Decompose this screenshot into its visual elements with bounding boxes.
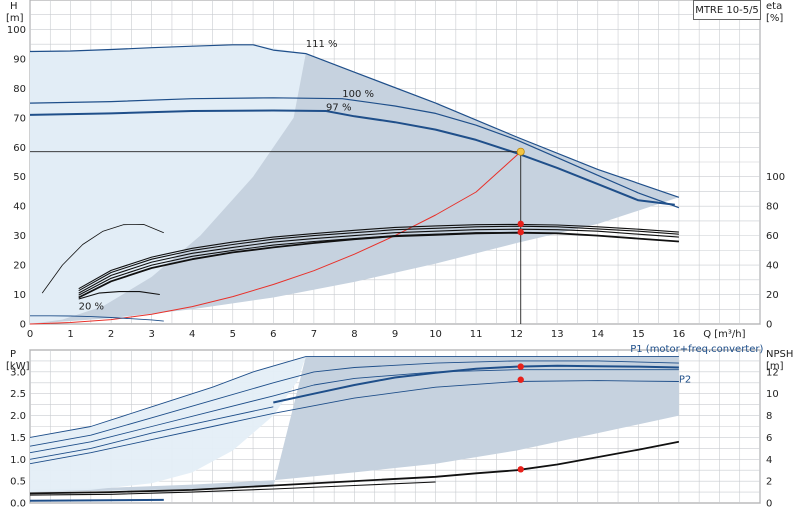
- x-tick-label: 16: [673, 329, 686, 340]
- y-tick-label-left: 2.5: [10, 389, 26, 400]
- y-tick-label-left: 0.0: [10, 499, 26, 510]
- series-label: P1 (motor+freq.converter): [630, 344, 763, 355]
- y-axis-label-left: H: [10, 1, 18, 12]
- series-line: [29, 44, 680, 198]
- y-tick-label-left: 10: [13, 290, 26, 301]
- y-tick-label-right: 6: [766, 433, 772, 444]
- y-axis-label-left: P: [10, 349, 16, 360]
- x-tick-label: 1: [67, 329, 73, 340]
- x-tick-label: 14: [591, 329, 604, 340]
- y-tick-label-right: 12: [766, 367, 779, 378]
- y-tick-label-left: 60: [13, 143, 26, 154]
- series-line: [273, 364, 679, 404]
- y-axis-label-right: NPSH: [766, 349, 793, 360]
- y-tick-label-left: 40: [13, 202, 26, 213]
- speed-label: 97 %: [326, 102, 351, 113]
- x-tick-label: 9: [392, 329, 398, 340]
- y-tick-label-right: 0: [766, 320, 772, 331]
- y-tick-label-left: 1.0: [10, 455, 26, 466]
- series-line: [29, 97, 680, 209]
- series-line: [78, 291, 160, 300]
- y-tick-label-left: 20: [13, 261, 26, 272]
- y-tick-label-right: 8: [766, 411, 772, 422]
- y-tick-label-left: 0.5: [10, 477, 26, 488]
- operating-point-marker: [517, 228, 524, 236]
- series-line: [78, 225, 679, 292]
- y-tick-label-left: 100: [7, 25, 26, 36]
- operating-point-marker: [517, 376, 524, 383]
- series-line: [29, 109, 675, 206]
- speed-label: 111 %: [306, 39, 338, 50]
- x-tick-label: 5: [230, 329, 236, 340]
- y-tick-label-left: 70: [13, 113, 26, 124]
- operating-point-marker: [517, 220, 524, 228]
- series-line: [78, 223, 679, 290]
- y-tick-label-right: 2: [766, 477, 772, 488]
- x-tick-label: 7: [311, 329, 317, 340]
- speed-label: 100 %: [342, 89, 374, 100]
- x-axis-label: Q [m³/h]: [703, 329, 745, 340]
- series-line: [29, 406, 274, 460]
- y-tick-label-right: 60: [766, 231, 779, 242]
- series-line: [29, 151, 522, 325]
- series-line: [29, 498, 164, 502]
- series-line: [30, 315, 164, 322]
- series-label: P2: [679, 375, 691, 386]
- x-tick-label: 12: [510, 329, 523, 340]
- x-tick-label: 3: [148, 329, 154, 340]
- x-tick-label: 11: [470, 329, 483, 340]
- y-tick-label-right: 10: [766, 389, 779, 400]
- y-tick-label-left: 1.5: [10, 433, 26, 444]
- series-line: [78, 228, 679, 294]
- y-axis-unit-left: [kW]: [6, 361, 30, 372]
- x-tick-label: 2: [108, 329, 114, 340]
- power-envelope-area: [30, 356, 679, 493]
- series-line: [29, 369, 679, 454]
- model-label: MTRE 10-5/5: [693, 0, 761, 20]
- series-line: [41, 224, 164, 294]
- y-tick-label-left: 0: [20, 320, 26, 331]
- x-tick-label: 13: [551, 329, 564, 340]
- y-axis-unit-right: [m]: [766, 361, 784, 372]
- y-tick-label-left: 30: [13, 231, 26, 242]
- series-line: [78, 231, 679, 299]
- y-tick-label-right: 40: [766, 261, 779, 272]
- y-tick-label-left: 80: [13, 84, 26, 95]
- y-axis-unit-right: [%]: [766, 13, 783, 24]
- y-tick-label-right: 0: [766, 499, 772, 510]
- x-tick-label: 6: [270, 329, 276, 340]
- y-axis-label-right: eta: [766, 1, 782, 12]
- y-tick-label-right: 80: [766, 202, 779, 213]
- power-low-speed-area: [30, 356, 306, 493]
- y-tick-label-left: 2.0: [10, 411, 26, 422]
- x-tick-label: 10: [429, 329, 442, 340]
- duty-point-marker: [516, 147, 525, 156]
- operating-point-marker: [517, 466, 524, 473]
- y-tick-label-left: 3.0: [10, 367, 26, 378]
- series-line: [29, 380, 679, 465]
- x-tick-label: 15: [632, 329, 645, 340]
- y-tick-label-right: 4: [766, 455, 772, 466]
- operating-point-marker: [517, 363, 524, 370]
- x-tick-label: 0: [27, 329, 33, 340]
- y-tick-label-right: 100: [766, 172, 785, 183]
- series-line: [29, 356, 679, 438]
- speed-label: 20 %: [79, 301, 104, 312]
- series-line: [29, 440, 680, 495]
- series-line: [29, 481, 436, 496]
- series-line: [29, 360, 679, 447]
- x-tick-label: 8: [351, 329, 357, 340]
- y-axis-unit-left: [m]: [6, 13, 24, 24]
- y-tick-label-left: 90: [13, 54, 26, 65]
- y-tick-label-left: 50: [13, 172, 26, 183]
- x-tick-label: 4: [189, 329, 195, 340]
- y-tick-label-right: 20: [766, 290, 779, 301]
